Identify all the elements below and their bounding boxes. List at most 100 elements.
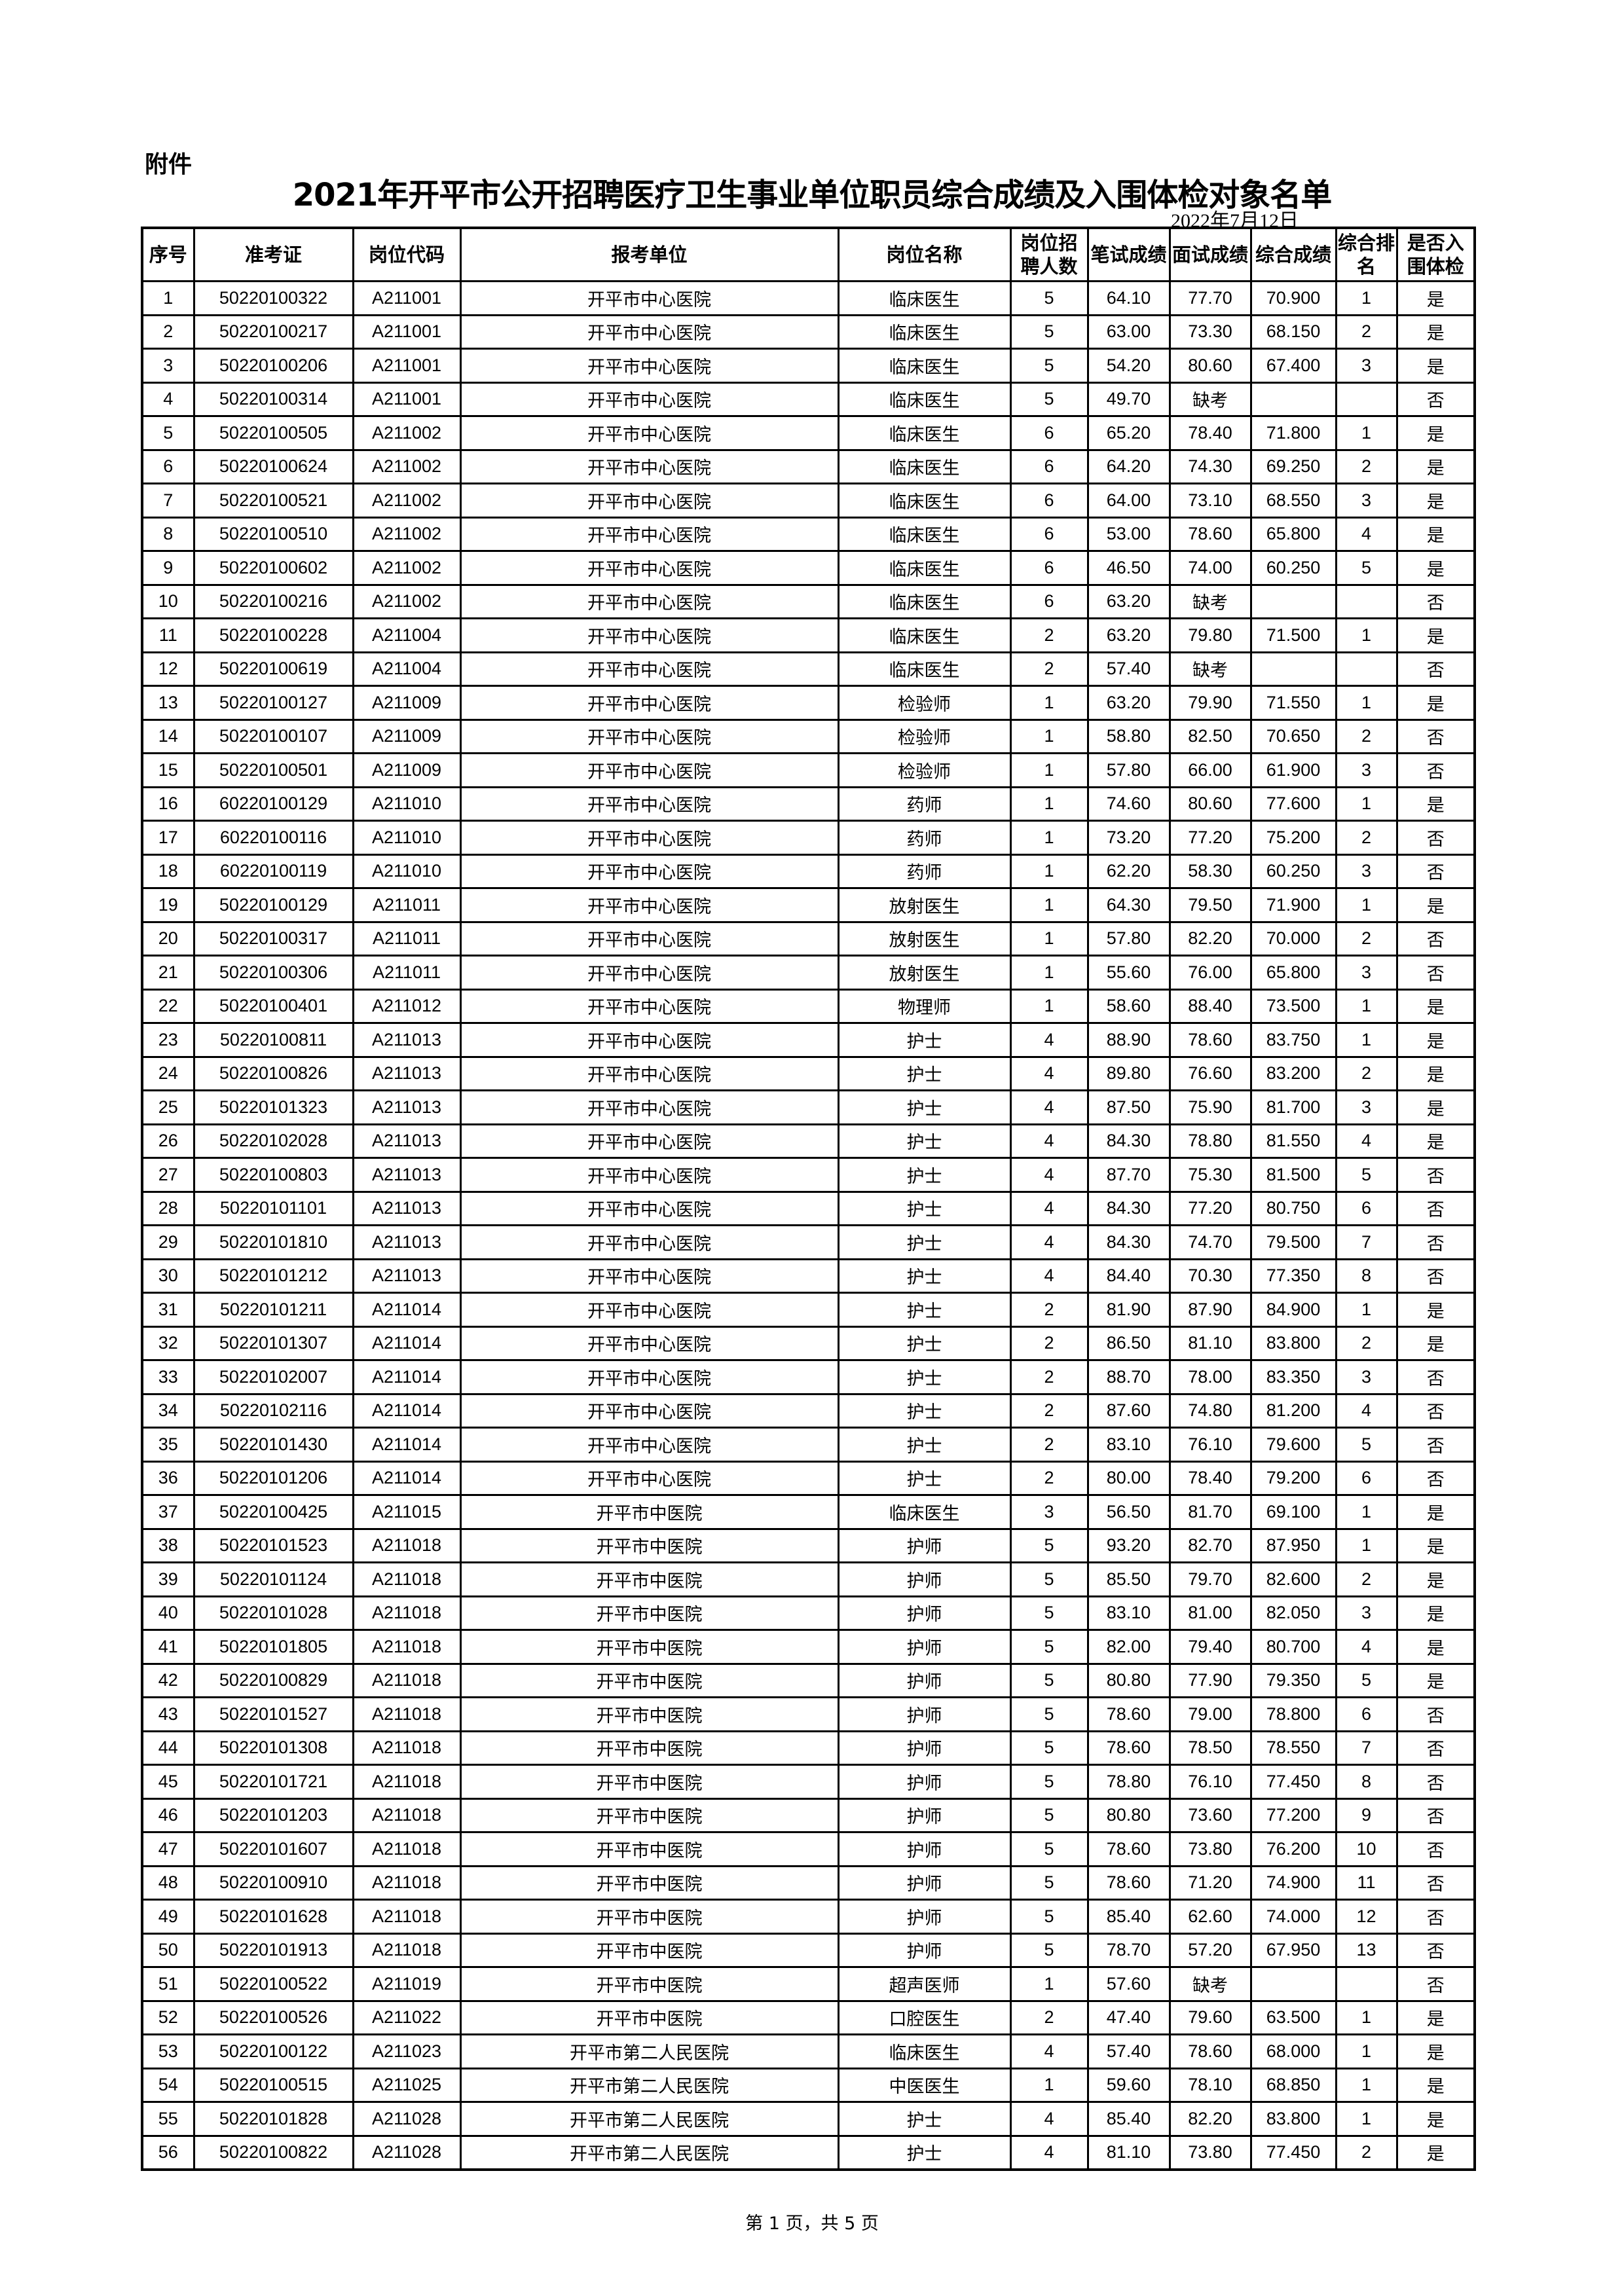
cell-rank: 3: [1335, 483, 1398, 519]
cell-position-name: 临床医生: [837, 516, 1012, 552]
cell-rank: 5: [1335, 550, 1398, 586]
cell-rank: 12: [1335, 1899, 1398, 1935]
cell-position-code: A211002: [352, 583, 462, 619]
cell-unit: 开平市中医院: [459, 1730, 840, 1766]
column-header-unit: 报考单位: [459, 227, 840, 282]
cell-hiring-count: 4: [1009, 1190, 1089, 1226]
cell-passed-to-physical: 否: [1395, 1797, 1476, 1833]
cell-interview-score: 75.30: [1168, 1157, 1252, 1193]
cell-hiring-count: 5: [1009, 1595, 1089, 1631]
cell-exam-ticket: 50220101913: [193, 1932, 354, 1968]
cell-exam-ticket: 50220100811: [193, 1022, 354, 1058]
cell-unit: 开平市中医院: [459, 1999, 840, 2035]
cell-exam-ticket: 50220101212: [193, 1258, 354, 1294]
cell-unit: 开平市中心医院: [459, 988, 840, 1024]
cell-passed-to-physical: 是: [1395, 2101, 1476, 2137]
cell-seq: 43: [141, 1696, 195, 1732]
cell-exam-ticket: 50220100401: [193, 988, 354, 1024]
cell-total-score: [1249, 651, 1337, 687]
cell-passed-to-physical: 是: [1395, 685, 1476, 721]
cell-position-name: 护师: [837, 1561, 1012, 1597]
cell-interview-score: 66.00: [1168, 752, 1252, 788]
cell-unit: 开平市中心医院: [459, 483, 840, 519]
cell-position-code: A211018: [352, 1629, 462, 1665]
cell-seq: 11: [141, 617, 195, 653]
cell-unit: 开平市中心医院: [459, 1427, 840, 1463]
cell-exam-ticket: 50220100501: [193, 752, 354, 788]
cell-written-score: 57.60: [1086, 1966, 1171, 2002]
cell-total-score: 70.000: [1249, 920, 1337, 957]
cell-total-score: 61.900: [1249, 752, 1337, 788]
table-row: 6 50220100624 A211002 开平市中心医院 临床医生 6 64.20 74.3…: [141, 448, 1476, 484]
cell-seq: 9: [141, 550, 195, 586]
cell-hiring-count: 2: [1009, 1292, 1089, 1328]
table-row: 16 60220100129 A211010 开平市中心医院 药师 1 74.60 80.60…: [141, 786, 1476, 822]
cell-position-name: 检验师: [837, 685, 1012, 721]
cell-unit: 开平市中心医院: [459, 1055, 840, 1091]
cell-written-score: 64.10: [1086, 280, 1171, 316]
cell-exam-ticket: 50220100910: [193, 1865, 354, 1901]
cell-seq: 32: [141, 1325, 195, 1361]
cell-passed-to-physical: 是: [1395, 1292, 1476, 1328]
cell-position-code: A211001: [352, 280, 462, 316]
cell-rank: 2: [1335, 920, 1398, 957]
cell-seq: 20: [141, 920, 195, 957]
cell-rank: 4: [1335, 1393, 1398, 1429]
cell-rank: 9: [1335, 1797, 1398, 1833]
cell-hiring-count: 1: [1009, 955, 1089, 991]
cell-written-score: 78.60: [1086, 1696, 1171, 1732]
cell-passed-to-physical: 是: [1395, 2067, 1476, 2103]
cell-written-score: 62.20: [1086, 853, 1171, 889]
cell-unit: 开平市中医院: [459, 1494, 840, 1530]
cell-position-name: 临床医生: [837, 381, 1012, 417]
table-row: 36 50220101206 A211014 开平市中心医院 护士 2 80.00 78.40…: [141, 1460, 1476, 1496]
cell-position-code: A211001: [352, 381, 462, 417]
cell-seq: 10: [141, 583, 195, 619]
column-header-written-score: 笔试成绩: [1086, 227, 1171, 282]
cell-rank: [1335, 583, 1398, 619]
cell-passed-to-physical: 否: [1395, 1831, 1476, 1867]
cell-written-score: 80.80: [1086, 1662, 1171, 1698]
cell-rank: 7: [1335, 1224, 1398, 1260]
cell-exam-ticket: 50220100822: [193, 2134, 354, 2171]
table-row: 51 50220100522 A211019 开平市中医院 超声医师 1 57.60 缺考 否: [141, 1966, 1476, 2002]
cell-position-name: 放射医生: [837, 920, 1012, 957]
cell-total-score: 83.350: [1249, 1359, 1337, 1395]
cell-interview-score: 82.20: [1168, 920, 1252, 957]
cell-position-name: 护士: [837, 1460, 1012, 1496]
cell-unit: 开平市中心医院: [459, 348, 840, 384]
cell-position-code: A211002: [352, 516, 462, 552]
cell-total-score: [1249, 583, 1337, 619]
table-row: 27 50220100803 A211013 开平市中心医院 护士 4 87.70 75.30…: [141, 1157, 1476, 1193]
cell-position-name: 护师: [837, 1730, 1012, 1766]
cell-written-score: 65.20: [1086, 415, 1171, 451]
cell-interview-score: 71.20: [1168, 1865, 1252, 1901]
cell-unit: 开平市中心医院: [459, 1022, 840, 1058]
cell-passed-to-physical: 是: [1395, 1123, 1476, 1159]
cell-rank: [1335, 1966, 1398, 2002]
cell-position-code: A211018: [352, 1932, 462, 1968]
cell-hiring-count: 6: [1009, 448, 1089, 484]
cell-seq: 36: [141, 1460, 195, 1496]
cell-exam-ticket: 50220101308: [193, 1730, 354, 1766]
cell-position-name: 临床医生: [837, 651, 1012, 687]
cell-position-code: A211014: [352, 1359, 462, 1395]
cell-position-name: 护师: [837, 1865, 1012, 1901]
cell-unit: 开平市中心医院: [459, 887, 840, 923]
cell-rank: 2: [1335, 448, 1398, 484]
cell-passed-to-physical: 是: [1395, 1055, 1476, 1091]
cell-seq: 38: [141, 1527, 195, 1563]
cell-hiring-count: 2: [1009, 1325, 1089, 1361]
cell-position-code: A211011: [352, 887, 462, 923]
cell-position-code: A211001: [352, 348, 462, 384]
cell-unit: 开平市中心医院: [459, 786, 840, 822]
cell-passed-to-physical: 是: [1395, 1022, 1476, 1058]
cell-seq: 51: [141, 1966, 195, 2002]
cell-written-score: 57.40: [1086, 651, 1171, 687]
cell-written-score: 74.60: [1086, 786, 1171, 822]
cell-hiring-count: 5: [1009, 1629, 1089, 1665]
cell-written-score: 59.60: [1086, 2067, 1171, 2103]
cell-total-score: 77.350: [1249, 1258, 1337, 1294]
cell-passed-to-physical: 否: [1395, 1764, 1476, 1800]
cell-rank: 10: [1335, 1831, 1398, 1867]
